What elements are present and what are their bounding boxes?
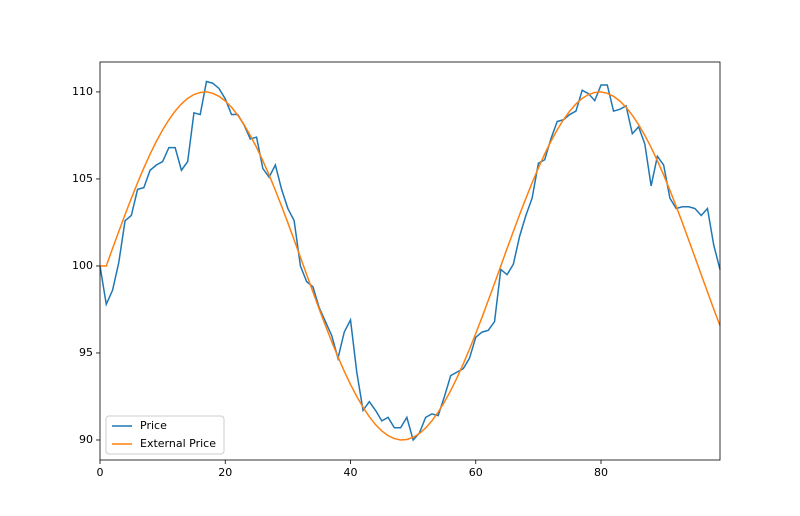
legend-label: Price [140,419,167,432]
x-tick-label: 80 [594,466,608,479]
plot-frame [99,61,721,461]
y-tick-label: 105 [72,172,93,185]
x-tick-label: 40 [344,466,358,479]
x-tick-label: 20 [218,466,232,479]
y-tick-label: 110 [72,85,93,98]
series-line [100,91,721,441]
y-tick-label: 100 [72,259,93,272]
legend-label: External Price [140,437,216,450]
x-tick-label: 60 [469,466,483,479]
y-tick-label: 90 [79,433,93,446]
x-tick-label: 0 [97,466,104,479]
series-line [99,80,721,442]
y-tick-label: 95 [79,346,93,359]
legend-box [105,415,225,455]
legend: Price External Price [105,415,225,455]
